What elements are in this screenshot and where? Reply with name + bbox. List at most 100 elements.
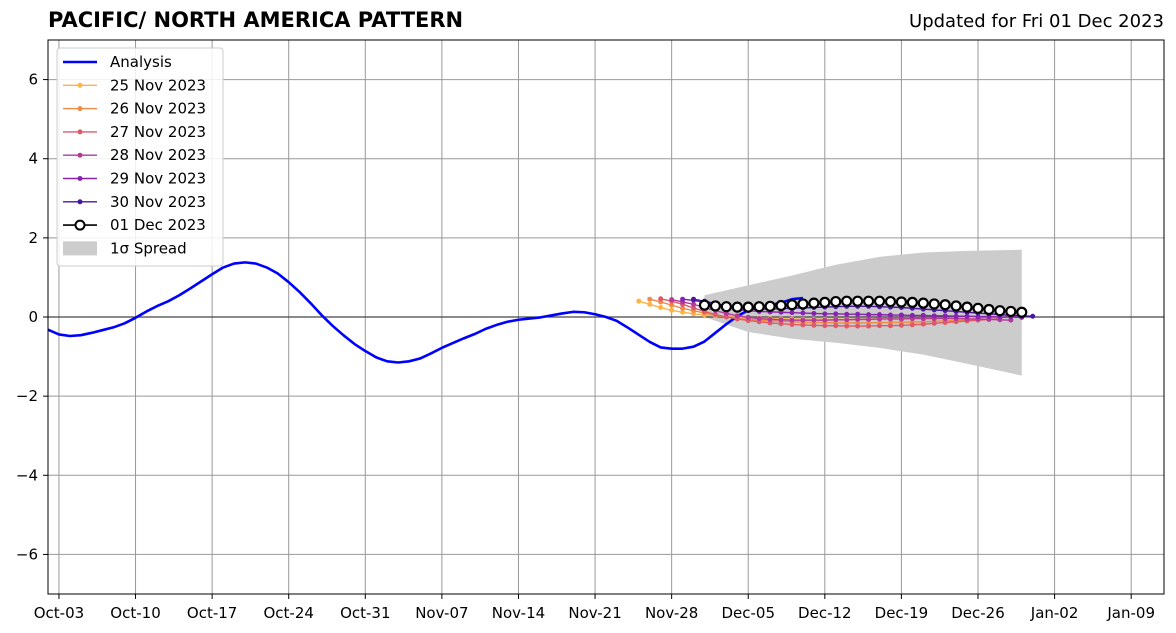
forecast-point [680,296,686,302]
axis-ticks: Oct-03 Oct-10 Oct-17 Oct-24 Oct-31 Nov-07 Nov-… [16,71,1155,622]
chart-title: PACIFIC/ NORTH AMERICA PATTERN [48,8,464,32]
current-forecast-point [928,298,940,310]
forecast-point [953,313,959,319]
legend-item: Analysis [63,53,172,71]
forecast-point [691,296,697,302]
forecast-point [887,316,893,322]
forecast-point [909,322,915,328]
forecast-point [647,301,653,307]
y-tick-label: 0 [28,308,38,326]
current-forecast-point [830,295,842,308]
forecast-point [898,316,904,322]
legend-swatch-marker [74,219,86,231]
legend-swatch-marker [77,176,83,181]
forecast-point [647,296,653,302]
x-tick-label: Nov-07 [415,604,468,622]
forecast-point [778,317,784,323]
forecast-point [745,314,751,320]
forecast-point [756,316,762,322]
forecast-point [767,316,773,322]
current-forecast-point [742,301,754,313]
forecast-point [833,311,839,317]
current-forecast-point [797,298,809,310]
legend-label: 25 Nov 2023 [110,76,206,94]
current-forecast-point [764,300,776,312]
x-tick-label: Oct-03 [34,604,84,622]
legend-label: 1σ Spread [110,239,187,257]
legend: Analysis 25 Nov 2023 26 Nov 2023 27 Nov 202… [56,47,224,267]
current-forecast-point [917,297,929,309]
updated-date-label: Updated for Fri 01 Dec 2023 [909,11,1164,32]
legend-item: 25 Nov 2023 [63,76,206,94]
forecast-point [898,322,904,328]
current-forecast-point [862,295,875,307]
current-forecast-point [983,303,995,316]
forecast-point [844,323,850,329]
series-lines [47,261,1036,364]
x-tick-label: Nov-21 [568,604,621,622]
x-tick-label: Nov-28 [645,604,698,622]
legend-box [56,47,224,267]
forecast-point [833,317,839,323]
y-tick-label: 6 [28,71,38,89]
forecast-point [680,309,686,315]
forecast-point [877,312,883,318]
x-tick-label: Dec-19 [875,604,929,622]
forecast-point [789,310,795,316]
forecast-point [789,317,795,323]
legend-item: 30 Nov 2023 [63,193,206,211]
legend-swatch-marker [77,152,83,158]
current-forecast-point [895,296,908,308]
legend-item: 1σ Spread [63,239,187,257]
legend-label: 29 Nov 2023 [110,170,206,188]
current-forecast-point [786,299,798,311]
forecast-point [931,313,937,319]
current-forecast-point [972,302,984,314]
forecast-point [822,323,828,329]
current-forecast-point [819,296,831,308]
forecast-point [855,316,861,322]
spread-band [704,249,1022,376]
y-tick-label: 4 [28,150,38,168]
current-forecast-point [906,296,918,308]
forecast-point [855,311,861,317]
forecast-point [855,323,861,329]
y-tick-label: −6 [16,545,38,563]
legend-swatch-marker [77,129,83,135]
forecast-point [669,307,675,313]
x-tick-label: Oct-17 [187,604,237,622]
forecast-point [680,305,686,311]
legend-item: 01 Dec 2023 [63,216,206,234]
current-forecast-point [720,301,732,313]
x-tick-label: Oct-24 [263,604,313,622]
forecast-point [1030,313,1036,319]
forecast-point [691,301,697,307]
x-tick-label: Oct-10 [110,604,160,622]
current-forecast-series [698,295,1028,318]
forecast-point [887,312,893,318]
x-tick-label: Jan-09 [1106,604,1155,622]
forecast-point [866,316,872,322]
forecast-point [909,312,915,318]
x-tick-label: Dec-12 [798,604,852,622]
forecast-point [778,321,784,327]
legend-label: 26 Nov 2023 [110,100,206,118]
x-tick-label: Oct-31 [340,604,390,622]
forecast-series-2 [658,296,1003,329]
forecast-point [800,310,806,316]
y-tick-label: −4 [16,466,38,484]
current-forecast-point [709,300,722,312]
current-forecast-point [873,295,886,307]
forecast-point [877,323,883,329]
forecast-point [920,321,926,327]
legend-swatch-marker [77,106,83,112]
legend-swatch-spread [63,241,97,256]
forecast-point [866,323,872,329]
forecast-point [658,305,664,311]
forecast-point [931,320,937,326]
forecast-point [734,313,740,319]
current-forecast-point [939,299,951,311]
legend-item: 29 Nov 2023 [63,170,206,188]
legend-label: 28 Nov 2023 [110,146,206,164]
forecast-point [712,312,718,318]
